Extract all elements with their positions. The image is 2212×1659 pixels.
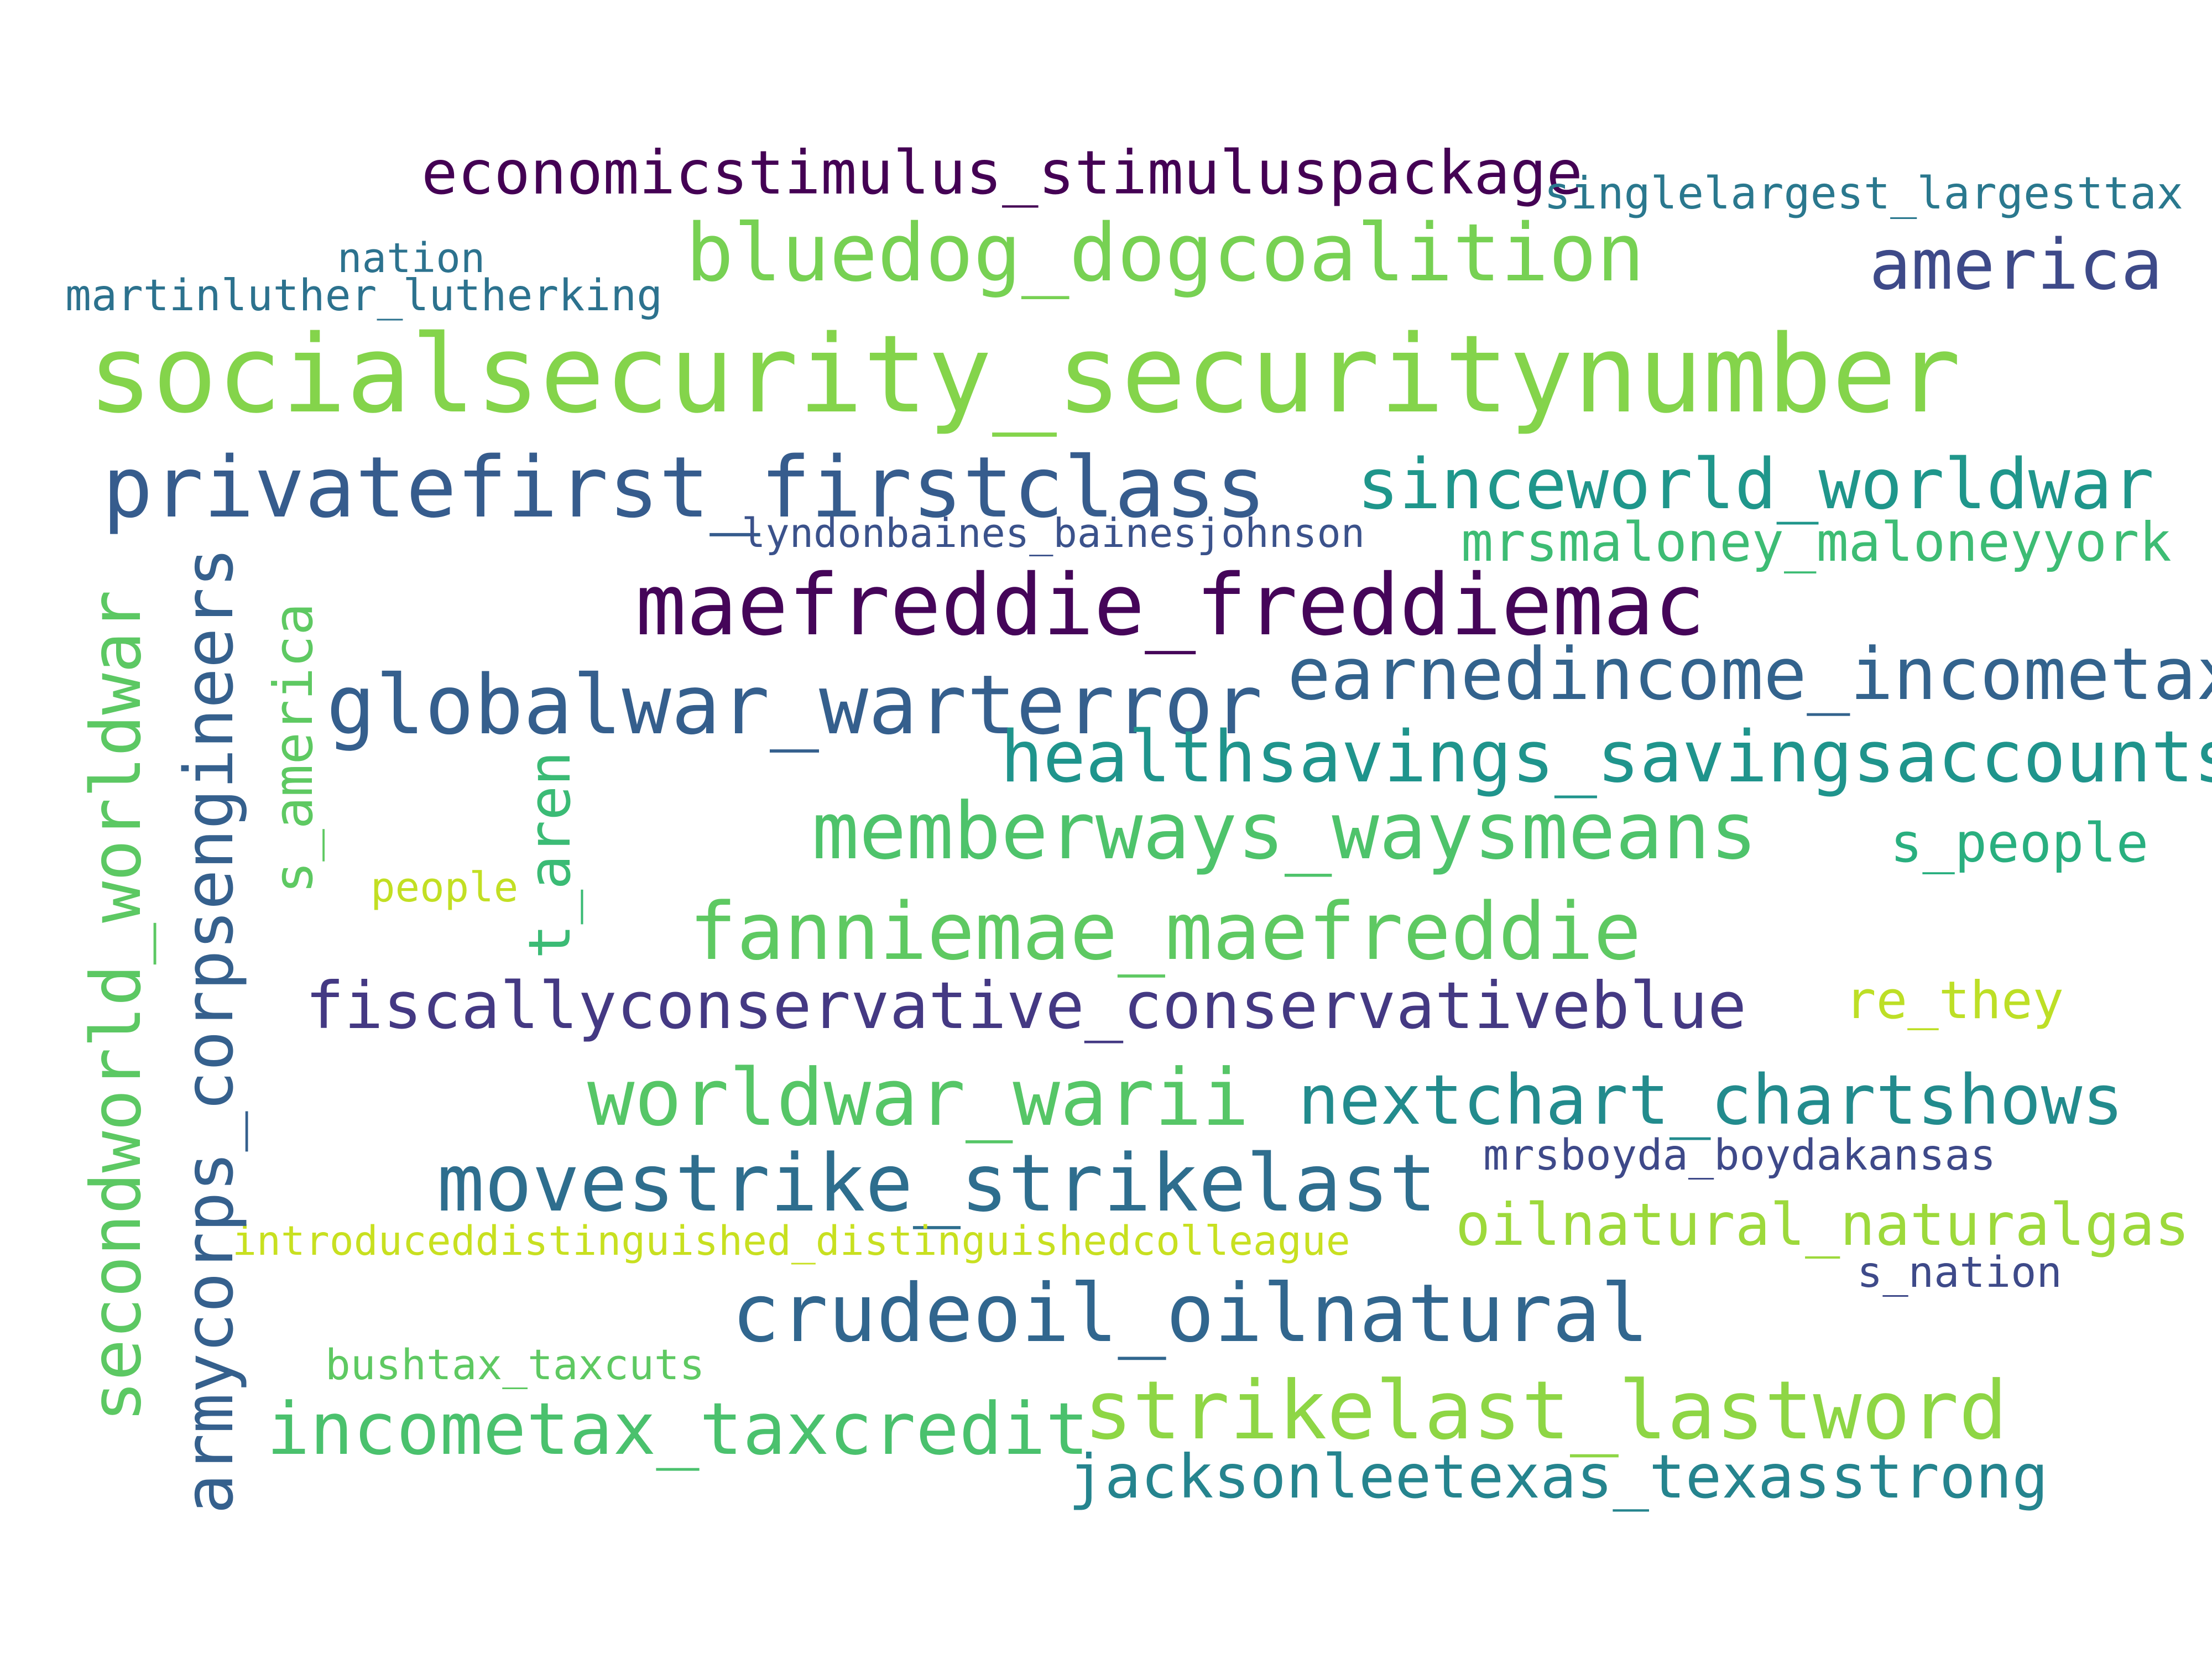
word-s-nation: s_nation: [1857, 1248, 2062, 1297]
word-nextchart-chartshows: nextchart_chartshows: [1298, 1061, 2124, 1140]
word-nation: nation: [337, 234, 486, 282]
word-singlelargest-largesttax: singlelargest_largesttax: [1544, 168, 2183, 219]
word-healthsavings-savingsaccounts: healthsavings_savingsaccounts: [1000, 716, 2212, 799]
word-privatefirst-firstclass: privatefirst_firstclass: [102, 439, 1266, 536]
word-people: people: [371, 864, 519, 911]
word-worldwar-warii: worldwar_warii: [587, 1052, 1249, 1144]
word-martinluther-lutherking: martinluther_lutherking: [65, 271, 663, 321]
word-strikelast-lastword: strikelast_lastword: [1084, 1364, 2008, 1458]
word-maefreddie-freddiemac: maefreddie_freddiemac: [635, 556, 1705, 655]
word-jacksonleetexas-texasstrong: jacksonleetexas_texasstrong: [1068, 1442, 2048, 1512]
word-fanniemae-maefreddie: fanniemae_maefreddie: [689, 885, 1641, 978]
word-armycorps-corpsengineers: armycorps_corpsengineers: [170, 547, 248, 1514]
word-america-top: america: [1869, 224, 2163, 305]
word-oilnatural-naturalgas: oilnatural_naturalgas: [1455, 1191, 2190, 1259]
word-movestrike-strikelast: movestrike_strikelast: [437, 1137, 1437, 1229]
word-economicstimulus-stimuluspackage: economicstimulus_stimuluspackage: [421, 138, 1583, 208]
word-secondworld-worldwar: secondworld_worldwar: [76, 589, 156, 1422]
word-crudeoil-oilnatural: crudeoil_oilnatural: [732, 1267, 1649, 1360]
word-sinceworld-worldwar: sinceworld_worldwar: [1357, 444, 2154, 525]
word-memberways-waysmeans: memberways_waysmeans: [812, 786, 1757, 877]
word-fiscallyconservative-conservativeblue: fiscallyconservative_conservativeblue: [305, 968, 1747, 1044]
word-bushtax-taxcuts: bushtax_taxcuts: [325, 1340, 705, 1389]
word-globalwar-warterror: globalwar_warterror: [326, 658, 1262, 753]
word-socialsecurity-securitynumber: socialsecurity_securitynumber: [88, 312, 1961, 437]
word-introduceddistinguished-distinguishedcolleague: introduceddistinguished_distinguishedcol…: [232, 1218, 1350, 1265]
word-mrsboyda-boydakansas: mrsboyda_boydakansas: [1483, 1131, 1996, 1180]
word-re-they: re_they: [1845, 971, 2064, 1031]
word-s-america: s_america: [262, 603, 325, 894]
word-incometax-taxcredit: incometax_taxcredit: [267, 1387, 1089, 1471]
word-bluedog-dogcoalition: bluedog_dogcoalition: [686, 206, 1645, 299]
word-lyndonbaines-bainesjohnson: lyndonbaines_bainesjohnson: [742, 510, 1365, 556]
word-s-people: s_people: [1890, 812, 2149, 874]
word-mrsmaloney-maloneyyork: mrsmaloney_maloneyyork: [1461, 511, 2172, 573]
word-t-aren: t_aren: [516, 751, 583, 959]
word-earnedincome-incometax: earnedincome_incometax: [1287, 632, 2212, 716]
